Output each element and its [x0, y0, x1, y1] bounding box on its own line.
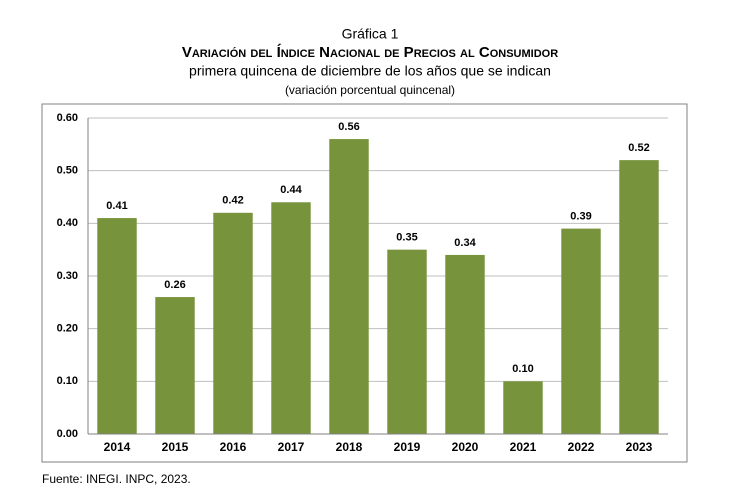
- x-tick-label: 2019: [394, 440, 421, 454]
- chart-subtitle: primera quincena de diciembre de los año…: [189, 63, 551, 79]
- x-tick-label: 2020: [452, 440, 479, 454]
- x-tick-label: 2018: [336, 440, 363, 454]
- data-label: 0.35: [396, 232, 417, 244]
- y-tick-label: 0.40: [57, 217, 78, 229]
- x-tick-label: 2017: [278, 440, 305, 454]
- x-tick-label: 2023: [626, 440, 653, 454]
- data-label: 0.44: [280, 184, 302, 196]
- chart-subtitle: (variación porcentual quincenal): [285, 83, 455, 97]
- y-tick-label: 0.20: [57, 323, 78, 335]
- bar: [329, 139, 369, 435]
- data-label: 0.52: [628, 142, 649, 154]
- data-label: 0.26: [164, 279, 185, 291]
- x-tick-label: 2021: [510, 440, 537, 454]
- bar: [213, 212, 253, 434]
- chart-subtitle: Variación del Índice Nacional de Precios…: [182, 44, 558, 61]
- bar: [445, 254, 485, 434]
- x-tick-label: 2014: [104, 440, 131, 454]
- x-tick-label: 2016: [220, 440, 247, 454]
- bar: [155, 297, 195, 434]
- bar: [619, 160, 659, 434]
- x-tick-label: 2015: [162, 440, 189, 454]
- data-label: 0.42: [222, 195, 243, 207]
- bar: [387, 249, 427, 434]
- x-tick-label: 2022: [568, 440, 595, 454]
- y-tick-label: 0.00: [57, 428, 78, 440]
- bar: [503, 381, 543, 434]
- bar: [271, 202, 311, 434]
- y-tick-label: 0.10: [57, 375, 78, 387]
- source-note: Fuente: INEGI. INPC, 2023.: [42, 472, 191, 486]
- data-label: 0.39: [570, 211, 591, 223]
- chart-frame: [41, 103, 688, 463]
- y-tick-label: 0.30: [57, 270, 78, 282]
- chart-title: Gráfica 1: [342, 26, 399, 42]
- data-label: 0.10: [512, 363, 533, 375]
- y-tick-label: 0.50: [57, 165, 78, 177]
- data-label: 0.34: [454, 237, 476, 249]
- bar: [561, 228, 601, 434]
- bar: [97, 218, 137, 434]
- y-tick-label: 0.60: [57, 112, 78, 124]
- data-label: 0.41: [106, 200, 127, 212]
- data-label: 0.56: [338, 121, 359, 133]
